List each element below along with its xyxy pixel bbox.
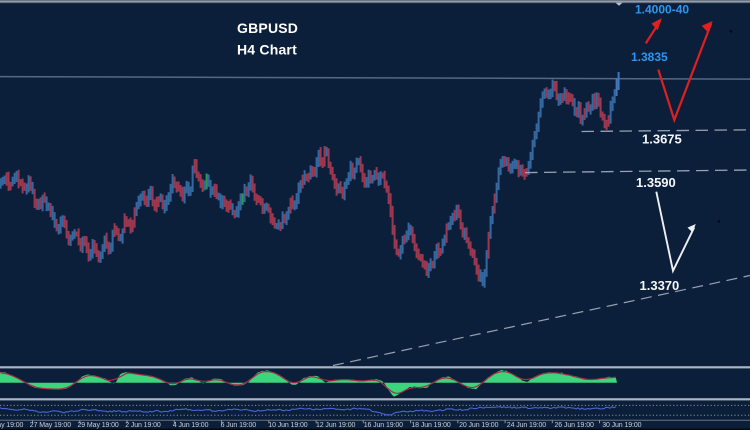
svg-text:10 Jun 19:00: 10 Jun 19:00 (268, 422, 307, 429)
svg-text:6 Jun 19:00: 6 Jun 19:00 (221, 422, 257, 429)
svg-text:H4 Chart: H4 Chart (237, 41, 297, 57)
svg-text:27 May 19:00: 27 May 19:00 (30, 422, 71, 429)
svg-text:24 Jun 19:00: 24 Jun 19:00 (507, 422, 546, 429)
svg-text:1.4000-40: 1.4000-40 (635, 3, 689, 17)
svg-text:1.3590: 1.3590 (636, 175, 676, 190)
svg-text:26 Jun 19:00: 26 Jun 19:00 (555, 422, 594, 429)
svg-text:12 Jun 19:00: 12 Jun 19:00 (316, 422, 355, 429)
svg-text:1.3675: 1.3675 (642, 131, 682, 146)
svg-text:30 Jun 19:00: 30 Jun 19:00 (602, 422, 641, 429)
svg-text:25 May 19:00: 25 May 19:00 (0, 422, 24, 429)
svg-text:GBPUSD: GBPUSD (237, 20, 298, 36)
svg-text:18 Jun 19:00: 18 Jun 19:00 (411, 422, 450, 429)
svg-text:1.3370: 1.3370 (640, 278, 680, 293)
svg-text:20 Jun 19:00: 20 Jun 19:00 (459, 422, 498, 429)
svg-text:4 Jun 19:00: 4 Jun 19:00 (173, 422, 209, 429)
svg-text:1.3835: 1.3835 (631, 50, 668, 64)
svg-text:29 May 19:00: 29 May 19:00 (78, 422, 119, 429)
svg-text:2 Jun 19:00: 2 Jun 19:00 (125, 422, 161, 429)
svg-text:16 Jun 19:00: 16 Jun 19:00 (364, 422, 403, 429)
